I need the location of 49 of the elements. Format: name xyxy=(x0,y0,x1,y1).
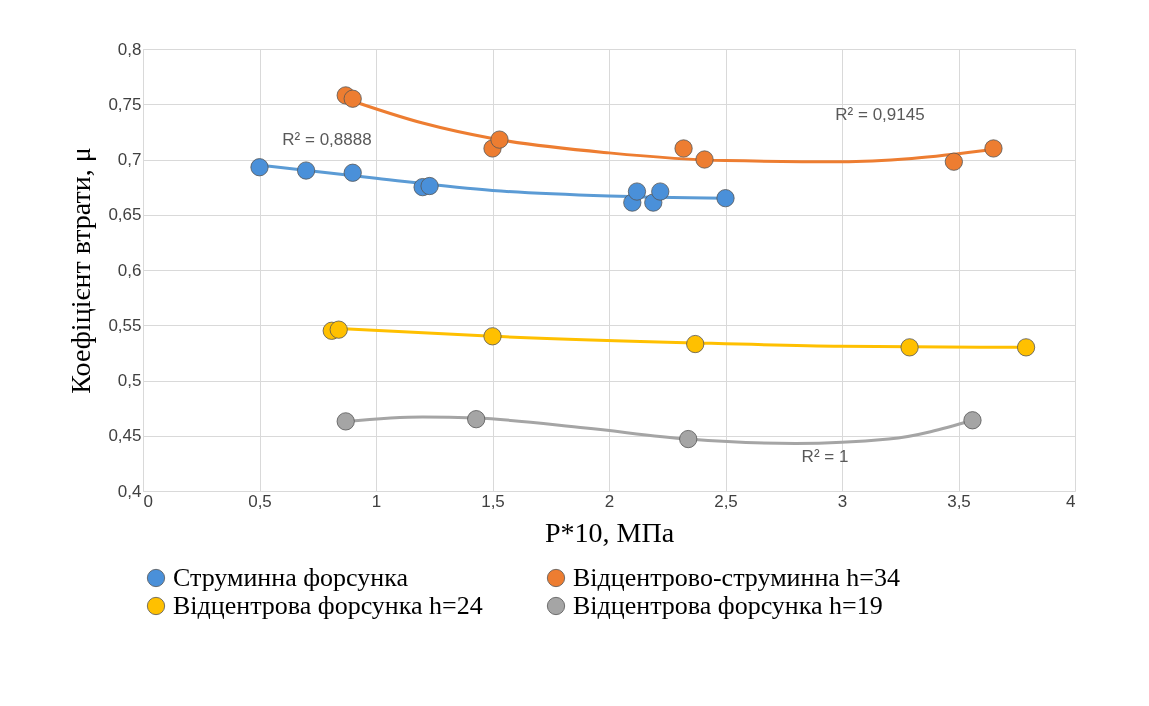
point xyxy=(900,338,919,357)
x-tick-label: 4 xyxy=(1066,491,1076,511)
y-tick-label: 0,6 xyxy=(117,260,142,280)
annotation: R² = 0,9145 xyxy=(835,105,925,124)
y-tick-label: 0,75 xyxy=(108,94,142,114)
x-tick-label: 2 xyxy=(604,491,615,511)
point xyxy=(651,182,670,201)
y-tick-label: 0,45 xyxy=(108,426,142,446)
point xyxy=(963,411,982,430)
y-tick-label: 0,7 xyxy=(117,150,142,169)
y-tick-label: 0,4 xyxy=(117,481,142,501)
x-axis-title: P*10, МПа xyxy=(544,516,675,548)
point xyxy=(343,89,362,108)
y-tick-label: 0,5 xyxy=(117,371,142,390)
point xyxy=(695,150,714,169)
x-tick-label: 2,5 xyxy=(714,491,738,511)
point xyxy=(483,327,502,346)
point xyxy=(627,182,647,201)
x-tick-label: 0 xyxy=(143,491,153,511)
x-tick-label: 3,5 xyxy=(947,491,971,511)
point xyxy=(674,139,693,158)
y-axis-title: Коефіцієнт втрати, μ xyxy=(65,147,97,394)
y-tick-label: 0,55 xyxy=(108,315,142,335)
legend-label: Відцентрова форсунка h=19 xyxy=(573,591,883,620)
point xyxy=(329,320,348,339)
point xyxy=(420,176,439,196)
legend-label: Струминна форсунка xyxy=(173,563,409,592)
point xyxy=(297,161,316,180)
annotation: R² = 1 xyxy=(801,447,849,466)
annotation: R² = 0,8888 xyxy=(282,130,372,149)
x-tick-label: 0,5 xyxy=(248,491,272,511)
point xyxy=(336,412,355,431)
point xyxy=(944,152,963,171)
point xyxy=(250,158,269,177)
point xyxy=(716,189,735,208)
point xyxy=(984,139,1003,158)
point xyxy=(343,163,362,182)
point xyxy=(1017,338,1036,357)
x-tick-label: 3 xyxy=(837,491,848,511)
legend-label: Відцентрово-струминна h=34 xyxy=(573,563,901,592)
point xyxy=(467,410,486,429)
y-tick-label: 0,65 xyxy=(108,205,142,225)
point xyxy=(679,430,698,449)
y-tick-label: 0,8 xyxy=(117,39,142,59)
x-tick-label: 1 xyxy=(371,491,382,511)
x-tick-label: 1,5 xyxy=(481,491,505,511)
point xyxy=(490,130,509,149)
point xyxy=(686,334,705,354)
legend-label: Відцентрова форсунка h=24 xyxy=(173,591,483,620)
